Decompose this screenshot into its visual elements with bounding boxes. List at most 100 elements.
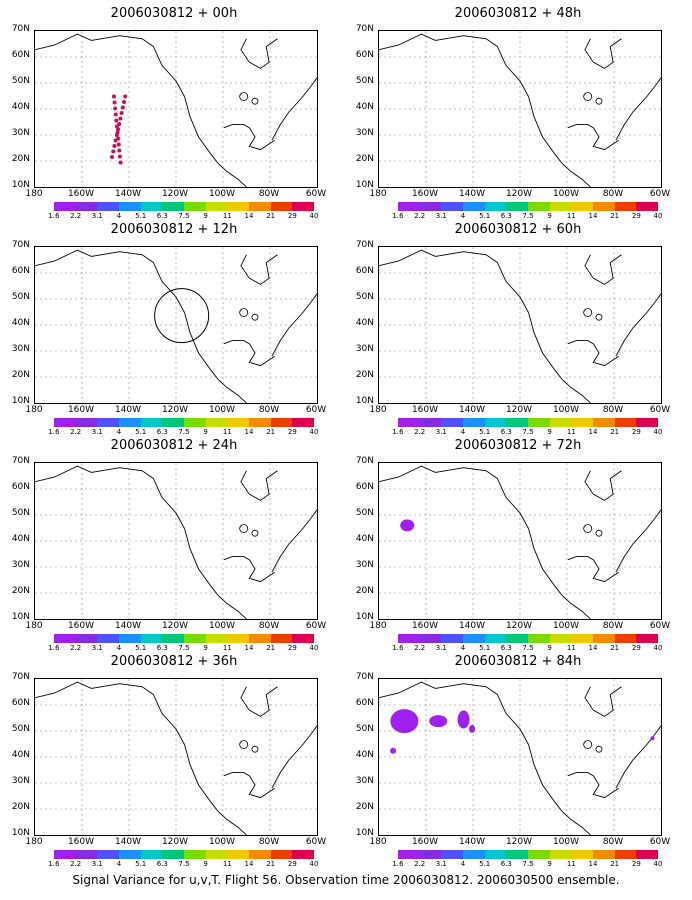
coastline (271, 509, 317, 573)
colorbar-label: 2.2 (70, 212, 82, 220)
x-tick-label: 60W (305, 837, 327, 847)
coastline (35, 33, 247, 187)
x-tick-label: 80W (258, 405, 280, 415)
x-tick-label: 120W (505, 405, 533, 415)
coastline (223, 340, 275, 367)
y-tick-label: 30N (355, 776, 374, 786)
colorbar (398, 850, 659, 859)
colorbar-label: 9 (203, 860, 208, 868)
colorbar-label: 40 (653, 428, 663, 436)
colorbar-label: 29 (287, 212, 297, 220)
colorbar-label: 5.1 (135, 212, 147, 220)
colorbar-label: 21 (610, 860, 620, 868)
colorbar (54, 634, 315, 643)
variance-blob (429, 715, 448, 728)
x-tick-label: 100W (208, 837, 236, 847)
colorbar-label: 11 (566, 212, 576, 220)
x-tick-label: 180 (25, 405, 43, 415)
x-tick-label: 180 (25, 621, 43, 631)
colorbar-swatch (506, 202, 529, 211)
coastline (223, 124, 275, 151)
colorbar-label: 1.6 (48, 644, 60, 652)
x-tick-label: 80W (258, 621, 280, 631)
colorbar-swatch (614, 850, 637, 859)
x-tick-label: 100W (208, 405, 236, 415)
x-tick-label: 140W (114, 837, 142, 847)
colorbar-label: 5.1 (135, 860, 147, 868)
colorbar-label: 11 (222, 212, 232, 220)
colorbar-swatch (528, 418, 550, 427)
colorbar-swatch (463, 634, 485, 643)
great-lakes (595, 97, 603, 105)
colorbar-swatch (636, 634, 659, 643)
colorbar-swatch (441, 850, 464, 859)
figure-caption: Signal Variance for u,v,T. Flight 56. Ob… (72, 873, 620, 887)
y-tick-label: 40N (11, 750, 30, 760)
colorbar-swatch (419, 418, 442, 427)
colorbar-label: 3.1 (91, 860, 103, 868)
colorbar-swatch (162, 418, 185, 427)
colorbar-swatch (162, 634, 185, 643)
colorbar-label: 4 (116, 428, 122, 436)
colorbar-label: 11 (222, 428, 232, 436)
great-lakes (583, 308, 593, 317)
y-tick-label: 60N (355, 50, 374, 60)
colorbar-label: 6.3 (156, 644, 168, 652)
colorbar-label: 4 (460, 428, 466, 436)
colorbar-swatch (227, 202, 250, 211)
colorbar (54, 850, 315, 859)
coastline (223, 772, 275, 799)
colorbar-swatch (506, 418, 529, 427)
x-tick-label: 100W (552, 405, 580, 415)
coastline (379, 249, 591, 403)
y-tick-label: 50N (355, 508, 374, 518)
colorbar-swatch (463, 850, 485, 859)
colorbar-label: 40 (653, 860, 663, 868)
colorbar-swatch (398, 418, 420, 427)
coastline (567, 556, 619, 583)
colorbar-swatch (249, 634, 271, 643)
colorbar-swatch (549, 202, 572, 211)
variance-blob (390, 709, 419, 734)
colorbar-label: 9 (203, 212, 208, 220)
map-panel (378, 678, 662, 836)
coastline (567, 340, 619, 367)
colorbar-swatch (205, 850, 228, 859)
colorbar-swatch (205, 418, 228, 427)
track-point (114, 118, 119, 123)
colorbar-swatch (528, 202, 550, 211)
colorbar-swatch (54, 850, 76, 859)
colorbar-label: 7.5 (178, 860, 190, 868)
y-tick-label: 60N (11, 266, 30, 276)
colorbar-label: 3.1 (435, 212, 447, 220)
colorbar-swatch (614, 418, 637, 427)
map-panel (378, 246, 662, 404)
colorbar-swatch (463, 202, 485, 211)
y-tick-label: 60N (11, 482, 30, 492)
coastline (223, 556, 275, 583)
y-tick-label: 40N (355, 318, 374, 328)
colorbar-label: 14 (588, 428, 598, 436)
colorbar-swatch (227, 634, 250, 643)
coastline (584, 38, 622, 69)
x-tick-label: 140W (458, 405, 486, 415)
colorbar-swatch (506, 634, 529, 643)
colorbar-label: 40 (653, 212, 663, 220)
x-tick-label: 120W (505, 189, 533, 199)
colorbar-swatch (292, 850, 315, 859)
great-lakes (239, 308, 249, 317)
colorbar-label: 1.6 (392, 644, 404, 652)
great-lakes (239, 740, 249, 749)
colorbar-label: 7.5 (522, 212, 534, 220)
colorbar-swatch (593, 850, 615, 859)
track-point (119, 111, 124, 116)
y-tick-label: 10N (355, 828, 374, 838)
y-tick-label: 20N (355, 370, 374, 380)
colorbar-swatch (484, 418, 507, 427)
great-lakes (251, 745, 259, 753)
panel-title: 2006030812 + 48h (454, 6, 582, 21)
colorbar-label: 7.5 (522, 428, 534, 436)
coastline (615, 725, 661, 789)
colorbar (54, 418, 315, 427)
colorbar-swatch (270, 850, 293, 859)
